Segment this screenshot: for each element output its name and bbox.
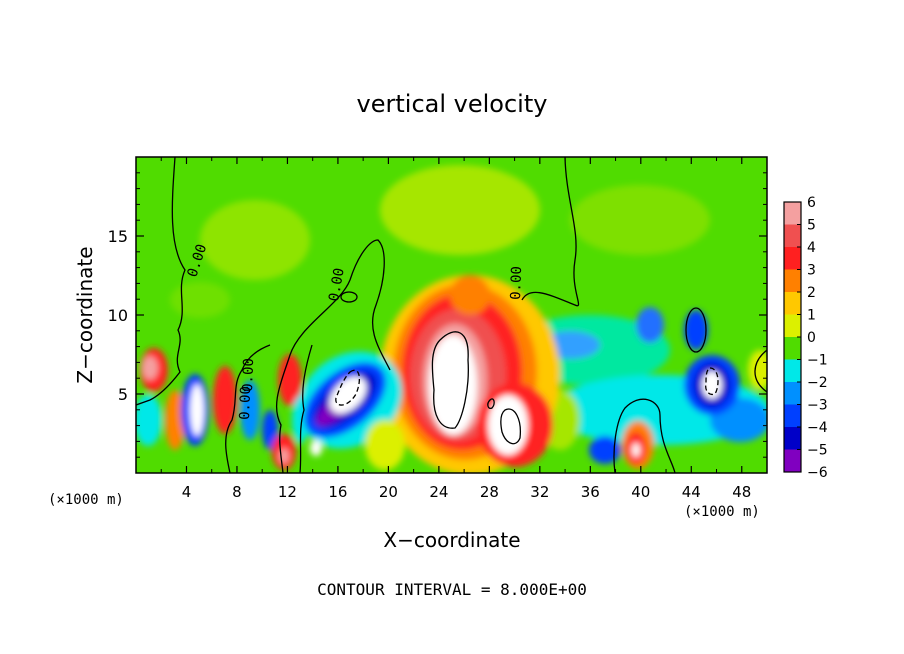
contour-line (705, 367, 719, 396)
y-tick-label: 10 (108, 306, 128, 325)
x-tick-label: 12 (278, 483, 297, 501)
contour-line (500, 408, 521, 445)
colorbar-swatch (784, 224, 801, 247)
contour-line (685, 307, 707, 353)
colorbar-label: 3 (807, 263, 816, 279)
colorbar-swatch (784, 359, 801, 382)
x-tick-label: 40 (631, 483, 650, 501)
heatmap-blob (142, 356, 158, 380)
y-tick-label: 5 (118, 385, 128, 404)
heatmap-blob (240, 380, 260, 440)
x-tick-label: 44 (682, 483, 701, 501)
heatmap-blob (589, 436, 621, 464)
heatmap-blob (213, 366, 237, 434)
colorbar-label: −1 (807, 353, 828, 369)
contour-label: 0.00 (326, 267, 348, 303)
heatmap-blob (702, 371, 722, 399)
contour-line (521, 157, 580, 307)
colorbar-label: 6 (807, 195, 816, 211)
colorbar-swatch (784, 449, 801, 472)
contour-line (276, 239, 391, 473)
contour-line (431, 331, 469, 429)
heatmap-blob (278, 354, 302, 406)
colorbar-label: 4 (807, 240, 816, 256)
x-tick-label: 24 (429, 483, 448, 501)
x-tick-label: 48 (732, 483, 751, 501)
colorbar-label: −6 (807, 465, 828, 481)
contour-interval-text: CONTOUR INTERVAL = 8.000E+00 (317, 580, 587, 599)
colorbar: 6 5 4 3 2 1 0 −1 −2 −3 −4 −5 −6 (783, 195, 828, 481)
x-unit-right: (×1000 m) (684, 504, 760, 520)
y-axis-label: Z−coordinate (73, 246, 97, 383)
colorbar-swatch (784, 427, 801, 450)
contour-line (613, 398, 676, 473)
heatmap-blob (262, 410, 278, 450)
colorbar-swatch (784, 202, 801, 225)
x-axis: 4 8 12 16 20 24 28 32 36 40 44 48 (160, 157, 751, 501)
y-tick-label: 15 (108, 227, 128, 246)
x-unit-left: (×1000 m) (48, 492, 124, 508)
heatmap-field: 0.00 0.00 0.00 0.00 0.00 (136, 157, 767, 473)
heatmap-blob (684, 310, 708, 350)
heatmap-blob (748, 350, 767, 390)
heatmap-blob (190, 384, 204, 436)
x-tick-label: 20 (379, 483, 398, 501)
colorbar-swatch (784, 247, 801, 270)
contour-line (299, 344, 313, 473)
x-tick-label: 32 (530, 483, 549, 501)
x-tick-label: 36 (581, 483, 600, 501)
colorbar-swatch (784, 337, 801, 360)
contour-lines (136, 157, 767, 473)
heatmap-blob (165, 390, 185, 450)
colorbar-label: −4 (807, 420, 828, 436)
colorbar-label: −5 (807, 443, 828, 459)
x-tick-label: 4 (182, 483, 192, 501)
chart-title: vertical velocity (357, 90, 548, 118)
contour-line (487, 398, 495, 410)
heatmap-blob (136, 394, 162, 446)
colorbar-label: −3 (807, 398, 828, 414)
colorbar-swatch (784, 269, 801, 292)
contour-line (136, 157, 186, 406)
colorbar-label: 2 (807, 285, 816, 301)
heatmap-blob (200, 200, 310, 280)
heatmap-blob (488, 395, 528, 455)
colorbar-swatch (784, 404, 801, 427)
colorbar-swatch (784, 292, 801, 315)
heatmap-blob (365, 420, 405, 470)
contour-line (225, 344, 271, 473)
x-tick-label: 16 (328, 483, 347, 501)
colorbar-label: 1 (807, 308, 816, 324)
heatmap-blob (570, 185, 710, 255)
contour-label: 0.00 (508, 266, 525, 300)
heatmap-blob (170, 282, 230, 318)
contour-label: 0.00 (237, 386, 254, 420)
colorbar-label: 0 (807, 330, 816, 346)
heatmap-blob (329, 376, 367, 414)
contour-line (335, 369, 361, 406)
heatmap-blob (632, 443, 640, 457)
x-tick-label: 28 (480, 483, 499, 501)
y-axis: 5 10 15 (108, 172, 767, 458)
heatmap-blob (636, 307, 664, 343)
colorbar-swatch (784, 382, 801, 405)
heatmap-blob (310, 440, 322, 456)
contour-line (340, 291, 358, 303)
colorbar-label: 5 (807, 218, 816, 234)
contour-line (754, 349, 767, 393)
heatmap-blob (380, 165, 540, 255)
heatmap-blob (450, 275, 490, 315)
colorbar-label: −2 (807, 375, 828, 391)
heatmap-blob (429, 335, 477, 435)
x-tick-label: 8 (232, 483, 242, 501)
contour-label: 0.00 (240, 358, 257, 392)
x-axis-label: X−coordinate (383, 528, 520, 552)
colorbar-swatch (784, 314, 801, 337)
